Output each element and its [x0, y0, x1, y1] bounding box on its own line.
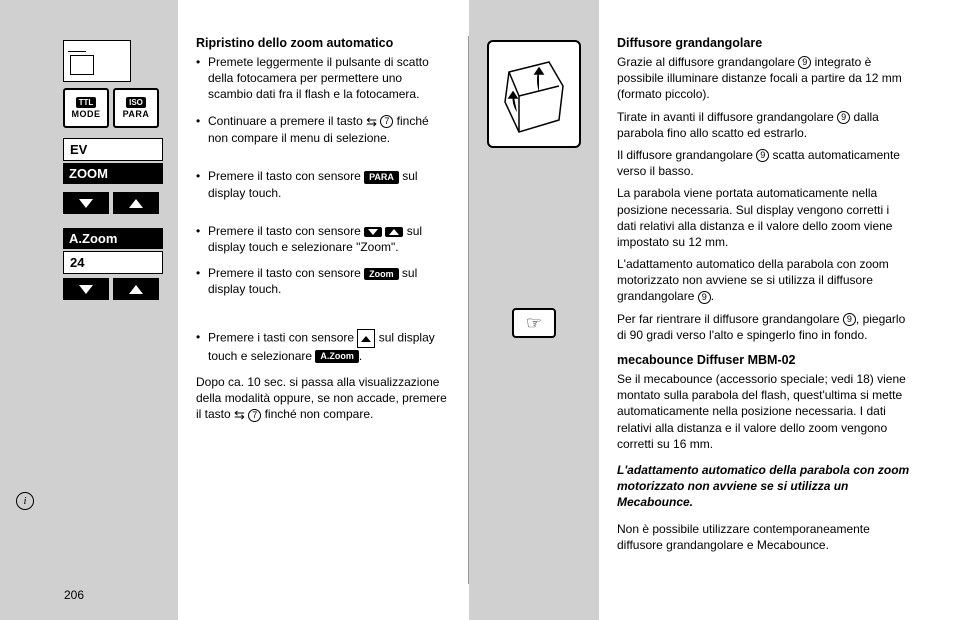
- info-icon: i: [16, 492, 34, 510]
- circled-9-icon: 9: [698, 291, 711, 304]
- para-badge: PARA: [364, 171, 399, 184]
- circled-9-icon: 9: [798, 56, 811, 69]
- note-text: L'adattamento automatico della parabola …: [617, 462, 911, 511]
- zoom-label: ZOOM: [63, 163, 163, 184]
- text-column-right: Diffusore grandangolare Grazie al diffus…: [599, 0, 929, 620]
- mode-button-iso: ISO PARA: [113, 88, 159, 128]
- up-arrow-badge: [385, 227, 403, 237]
- heading-mecabounce: mecabounce Diffuser MBM-02: [617, 353, 911, 367]
- focal-number: 24: [63, 251, 163, 274]
- swap-icon-2: ⇆: [234, 406, 245, 424]
- bullet-4: Premere il tasto con sensore sul display…: [196, 223, 450, 255]
- heading-restore-zoom: Ripristino dello zoom automatico: [196, 36, 450, 50]
- left-margin: i: [0, 0, 48, 620]
- footer-text: Dopo ca. 10 sec. si passa alla visualizz…: [196, 374, 450, 424]
- text-column-left: Ripristino dello zoom automatico Premete…: [178, 0, 468, 620]
- bullet-2: Continuare a premere il tasto ⇆ 7 finché…: [196, 113, 450, 147]
- circled-9-icon: 9: [843, 313, 856, 326]
- bullet-5: Premere il tasto con sensore Zoom sul di…: [196, 265, 450, 297]
- para-2: Tirate in avanti il diffusore grandangol…: [617, 109, 911, 141]
- circled-9-icon: 9: [837, 111, 850, 124]
- arrow-down-button: [63, 192, 109, 214]
- para-3: Il diffusore grandangolare 9 scatta auto…: [617, 147, 911, 179]
- para-5: L'adattamento automatico della parabola …: [617, 256, 911, 305]
- mode-button-ttl: TTL MODE: [63, 88, 109, 128]
- sidebar-controls-left: TTL MODE ISO PARA EV ZOOM A.Zoom 24: [48, 0, 178, 620]
- para-6: Per far rientrare il diffusore grandango…: [617, 311, 911, 343]
- bullet-6: Premere i tasti con sensore sul display …: [196, 329, 450, 363]
- azoom-badge: A.Zoom: [315, 350, 359, 363]
- para-7: Se il mecabounce (accessorio speciale; v…: [617, 371, 911, 452]
- arrow-up-button-2: [113, 278, 159, 300]
- pointer-hand-icon: ☞: [512, 308, 556, 338]
- arrow-up-button: [113, 192, 159, 214]
- para-8: Non è possibile utilizzare contemporanea…: [617, 521, 911, 553]
- page-number: 206: [64, 588, 84, 602]
- circled-7-icon: 7: [380, 115, 393, 128]
- sidebar-illustrations-right: ☞: [469, 0, 599, 620]
- azoom-label: A.Zoom: [63, 228, 163, 249]
- down-arrow-badge: [364, 227, 382, 237]
- bullet-1: Premete leggermente il pulsante di scatt…: [196, 54, 450, 103]
- up-outline-badge: [357, 329, 375, 347]
- diffuser-diagram: [487, 40, 581, 148]
- zoom-badge: Zoom: [364, 268, 399, 281]
- ev-label: EV: [63, 138, 163, 161]
- heading-wide-diffuser: Diffusore grandangolare: [617, 36, 911, 50]
- camera-diagram: [63, 40, 131, 82]
- para-1: Grazie al diffusore grandangolare 9 inte…: [617, 54, 911, 103]
- circled-7-icon-2: 7: [248, 409, 261, 422]
- arrow-down-button-2: [63, 278, 109, 300]
- circled-9-icon: 9: [756, 149, 769, 162]
- bullet-3: Premere il tasto con sensore PARA sul di…: [196, 168, 450, 200]
- swap-icon: ⇆: [366, 113, 377, 131]
- para-4: La parabola viene portata automaticament…: [617, 185, 911, 250]
